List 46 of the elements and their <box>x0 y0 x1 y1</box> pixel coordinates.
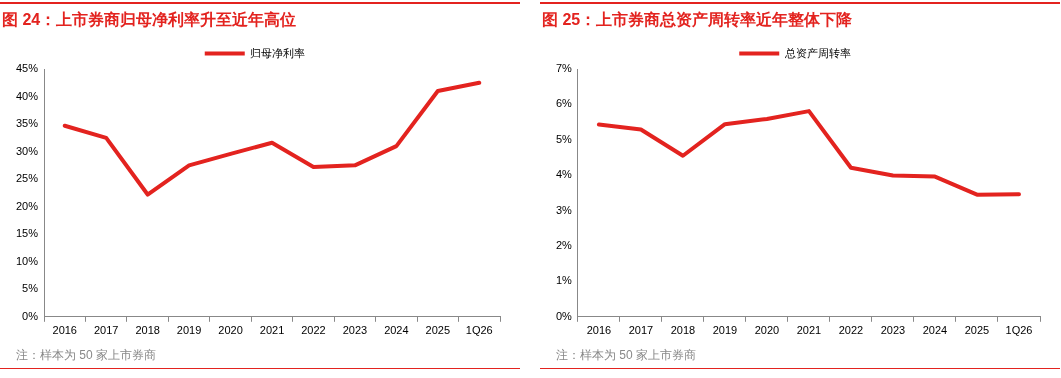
y-tick-label: 2% <box>555 239 573 252</box>
x-tick-label: 2023 <box>880 324 906 337</box>
y-tick-label: 30% <box>15 144 39 157</box>
y-tick-label: 10% <box>15 254 39 267</box>
y-tick-label: 6% <box>555 97 573 110</box>
x-tick-label: 2019 <box>712 324 738 337</box>
x-tick-label: 2016 <box>52 324 77 337</box>
y-tick-label: 0% <box>22 309 39 322</box>
text: 注：样本为 50 家上市券商 <box>16 348 157 362</box>
y-tick-label: 4% <box>555 168 573 181</box>
y-tick-label: 3% <box>555 203 573 216</box>
y-tick-label: 0% <box>555 309 573 322</box>
x-tick-label: 2024 <box>384 324 409 337</box>
x-tick-label: 2021 <box>796 324 822 337</box>
y-tick-label: 20% <box>15 199 39 212</box>
x-tick-label: 2025 <box>964 324 990 337</box>
y-tick-label: 5% <box>22 282 39 295</box>
x-tick-label: 2025 <box>425 324 451 337</box>
x-tick-label: 2021 <box>259 324 285 337</box>
legend-label: 归母净利率 <box>250 46 306 59</box>
y-tick-label: 1% <box>555 274 573 287</box>
x-tick-label: 2024 <box>922 324 948 337</box>
y-tick-label: 35% <box>15 117 39 130</box>
x-tick-label: 1Q26 <box>465 324 493 337</box>
x-tick-label: 2017 <box>93 324 119 337</box>
x-tick-label: 2018 <box>670 324 696 337</box>
x-tick-label: 2017 <box>628 324 654 337</box>
y-tick-label: 7% <box>555 62 573 75</box>
y-tick-label: 25% <box>15 172 39 185</box>
x-tick-label: 2016 <box>586 324 612 337</box>
chart-title: 图 24：上市券商归母净利率升至近年高位 <box>0 2 520 36</box>
legend-label: 总资产周转率 <box>783 46 851 59</box>
x-tick-label: 2022 <box>838 324 864 337</box>
x-tick-label: 2019 <box>176 324 202 337</box>
chart-title: 图 25：上市券商总资产周转率近年整体下降 <box>540 2 1060 36</box>
x-tick-label: 2018 <box>135 324 160 337</box>
y-tick-label: 45% <box>15 62 39 75</box>
x-tick-label: 2020 <box>218 324 243 337</box>
x-tick-label: 1Q26 <box>1005 324 1033 337</box>
x-tick-label: 2023 <box>342 324 368 337</box>
y-tick-label: 15% <box>15 227 39 240</box>
text: 注：样本为 50 家上市券商 <box>556 348 697 362</box>
x-tick-label: 2022 <box>301 324 326 337</box>
y-tick-label: 40% <box>15 89 39 102</box>
x-tick-label: 2020 <box>754 324 780 337</box>
y-tick-label: 5% <box>555 132 573 145</box>
